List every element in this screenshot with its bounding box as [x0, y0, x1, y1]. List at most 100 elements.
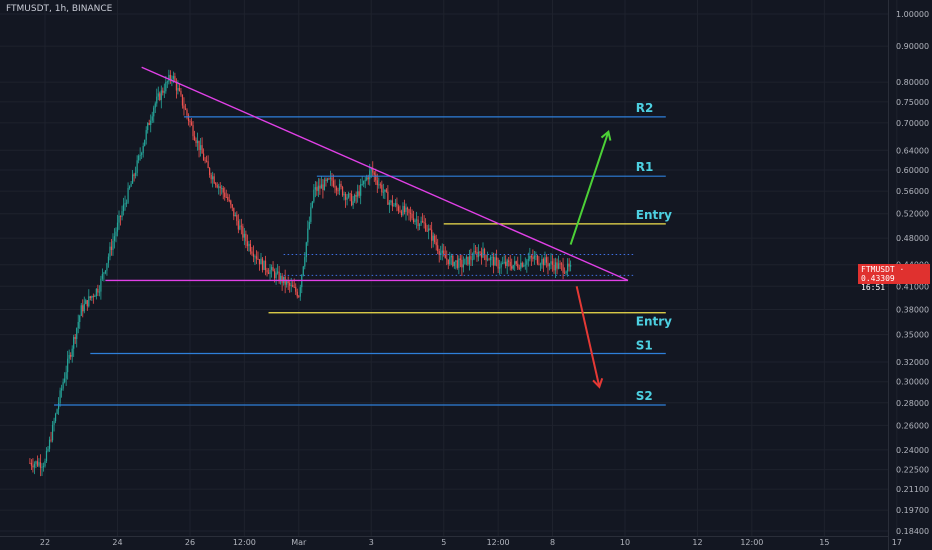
candle-body	[160, 90, 162, 100]
candle-body	[491, 256, 493, 258]
candle-body	[119, 215, 122, 218]
candle-body	[548, 263, 551, 267]
candle-body	[267, 272, 270, 274]
candle-body	[97, 288, 99, 293]
candle-body	[47, 448, 49, 451]
candle-body	[95, 288, 97, 297]
candle-body	[512, 264, 514, 269]
candle-body	[171, 78, 173, 80]
candle-body	[147, 123, 149, 131]
candle-body	[545, 257, 548, 263]
arrow-up-head	[600, 129, 612, 141]
candle-body	[317, 185, 319, 191]
candle-body	[141, 153, 143, 155]
candle-body	[270, 267, 273, 270]
candle-body	[536, 255, 538, 264]
candle-body	[500, 263, 502, 268]
candle-body	[344, 193, 347, 200]
candle-body	[209, 168, 211, 175]
y-tick-label: 0.56000	[896, 187, 929, 196]
candle-body	[450, 255, 452, 258]
candle-body	[193, 136, 196, 141]
x-tick-label: Mar	[291, 538, 307, 547]
candle-body	[343, 193, 345, 196]
candle-body	[347, 193, 350, 198]
candle-body	[559, 263, 561, 265]
candle-body	[364, 179, 366, 181]
candle-body	[391, 200, 393, 207]
candle-body	[313, 189, 315, 202]
candle-body	[452, 255, 454, 266]
candle-body	[136, 160, 138, 173]
candle-body	[110, 246, 113, 250]
candle-body	[264, 260, 267, 271]
candle-body	[449, 257, 451, 265]
candle-body	[355, 195, 357, 197]
y-tick-label: 0.41000	[896, 282, 929, 291]
candle-body	[35, 461, 37, 464]
candle-body	[122, 204, 125, 212]
candle-body	[115, 231, 117, 237]
candle-body	[554, 262, 557, 271]
candle-body	[341, 186, 344, 196]
x-tick-label: 5	[441, 538, 446, 547]
candle-body	[79, 315, 81, 323]
candle-body	[295, 287, 297, 292]
candle-body	[215, 183, 217, 185]
y-tick-label: 0.38000	[896, 306, 929, 315]
candle-body	[464, 258, 466, 265]
symbol-title: FTMUSDT, 1h, BINANCE	[6, 4, 113, 14]
candle-body	[45, 450, 48, 462]
candle-body	[154, 103, 156, 108]
candle-body	[189, 120, 191, 123]
y-tick-label: 0.75000	[896, 98, 929, 107]
level-label-s1: S1	[636, 339, 653, 353]
candle-body	[328, 178, 330, 180]
candle-body	[190, 122, 193, 126]
candle-body	[207, 161, 209, 169]
candle-body	[360, 184, 362, 196]
candle-body	[92, 296, 94, 297]
y-tick-label: 0.35000	[896, 331, 929, 340]
candle-body	[255, 256, 258, 259]
candle-body	[101, 273, 103, 279]
candle-body	[236, 214, 238, 221]
candle-body	[423, 222, 425, 224]
candle-body	[390, 200, 392, 203]
candle-body	[307, 228, 309, 243]
candle-body	[363, 180, 365, 185]
candle-body	[148, 123, 150, 125]
candle-body	[53, 421, 55, 425]
candle-body	[494, 257, 496, 266]
candle-body	[195, 140, 197, 144]
candle-body	[483, 249, 486, 255]
y-tick-label: 0.30000	[896, 378, 929, 387]
candle-body	[163, 91, 165, 93]
candle-body	[165, 81, 167, 92]
candle-body	[506, 260, 508, 266]
candle-body	[252, 253, 255, 257]
candle-body	[127, 188, 129, 203]
candle-body	[88, 296, 90, 307]
candle-body	[281, 275, 283, 283]
candle-body	[42, 466, 45, 467]
candle-body	[109, 246, 111, 257]
candle-body	[64, 378, 66, 383]
candle-body	[261, 258, 264, 270]
candle-body	[406, 207, 409, 210]
y-tick-label: 0.70000	[896, 119, 929, 128]
candle-body	[89, 296, 91, 298]
candle-body	[539, 264, 542, 266]
candle-body	[432, 235, 434, 241]
candle-body	[334, 186, 336, 188]
candle-body	[488, 259, 490, 261]
x-tick-label: 22	[40, 538, 50, 547]
candle-body	[420, 221, 422, 225]
candle-body	[520, 262, 522, 269]
candle-body	[366, 177, 368, 180]
candle-body	[565, 271, 567, 273]
candle-body	[272, 267, 274, 272]
candle-body	[169, 74, 171, 79]
x-tick-label: 3	[369, 538, 374, 547]
